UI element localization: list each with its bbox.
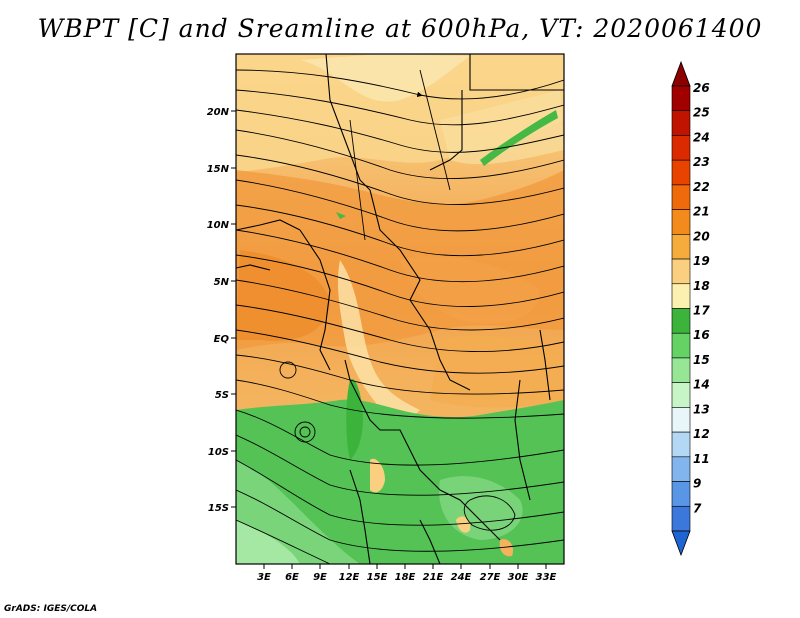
lon-label-18e: 18E (395, 572, 416, 583)
colorbar-segment (671, 85, 691, 112)
colorbar-segment (671, 283, 691, 309)
colorbar-label: 23 (693, 155, 710, 169)
lat-label-10n: 10N (207, 220, 230, 231)
colorbar-top-arrow (671, 60, 691, 87)
colorbar-segment (671, 258, 691, 285)
colorbar-label: 17 (693, 304, 710, 318)
colorbar-segment (671, 431, 691, 458)
colorbar-label: 9 (693, 477, 701, 491)
colorbar-label: 24 (693, 130, 710, 144)
lat-label-15n: 15N (207, 164, 230, 175)
colorbar-label: 20 (693, 229, 710, 243)
country-borders (236, 54, 564, 564)
colorbar-label: 25 (693, 106, 710, 120)
colorbar-label: 16 (693, 328, 710, 342)
colorbar-segment (671, 234, 691, 260)
colorbar-segment (671, 407, 691, 433)
lon-label-15e: 15E (367, 572, 388, 583)
colorbar-label: 15 (693, 353, 710, 367)
colorbar-segment (671, 505, 691, 532)
chart-title: WBPT [C] and Sreamline at 600hPa, VT: 20… (37, 14, 763, 43)
colorbar-label: 7 (693, 501, 702, 515)
colorbar-segment (671, 481, 691, 507)
lon-label-24e: 24E (451, 572, 472, 583)
colorbar-label: 12 (693, 427, 710, 441)
lon-label-6e: 6E (285, 572, 299, 583)
colorbar-bottom-arrow (671, 530, 691, 557)
lat-axis: 20N 15N 10N 5N EQ 5S 10S 15S (207, 107, 236, 514)
colorbar-segment (671, 135, 691, 161)
colorbar-label: 22 (693, 180, 710, 194)
lon-axis: 3E 6E 9E 12E 15E 18E 21E 24E 27E 30E 33E (257, 564, 557, 583)
colorbar-label: 21 (693, 205, 710, 219)
lat-label-15s: 15S (208, 503, 229, 514)
colorbar-segment (671, 209, 691, 235)
colorbar-label: 26 (693, 81, 710, 95)
colorbar-segment (671, 357, 691, 383)
colorbar-segment (671, 456, 691, 482)
lon-label-3e: 3E (257, 572, 271, 583)
lat-label-20n: 20N (207, 107, 230, 118)
lon-label-33e: 33E (536, 572, 557, 583)
lat-label-10s: 10S (208, 447, 229, 458)
lat-label-5s: 5S (215, 390, 229, 401)
lon-label-30e: 30E (508, 572, 529, 583)
grads-credit: GrADS: IGES/COLA (4, 604, 98, 614)
colorbar-segment (671, 382, 691, 408)
map-frame (235, 53, 565, 565)
colorbar-label: 19 (693, 254, 710, 268)
colorbar-segment (671, 332, 691, 359)
lat-label-eq: EQ (214, 334, 230, 345)
colorbar-label: 13 (693, 402, 710, 416)
colorbar-segment (671, 308, 691, 334)
colorbar-label: 14 (693, 378, 710, 392)
lon-label-12e: 12E (339, 572, 360, 583)
colorbar-segment (671, 159, 691, 186)
wbpt-field (236, 54, 564, 564)
colorbar-segment (671, 110, 691, 136)
colorbar: 26 25 24 23 22 21 20 19 18 17 16 15 14 13 12 11 9 7 (671, 60, 710, 557)
colorbar-label: 18 (693, 279, 710, 293)
lon-label-27e: 27E (480, 572, 501, 583)
lon-label-9e: 9E (313, 572, 327, 583)
colorbar-segment (671, 184, 691, 210)
streamlines (236, 69, 564, 564)
lat-label-5n: 5N (214, 277, 230, 288)
lon-label-21e: 21E (423, 572, 444, 583)
colorbar-label: 11 (693, 452, 710, 466)
